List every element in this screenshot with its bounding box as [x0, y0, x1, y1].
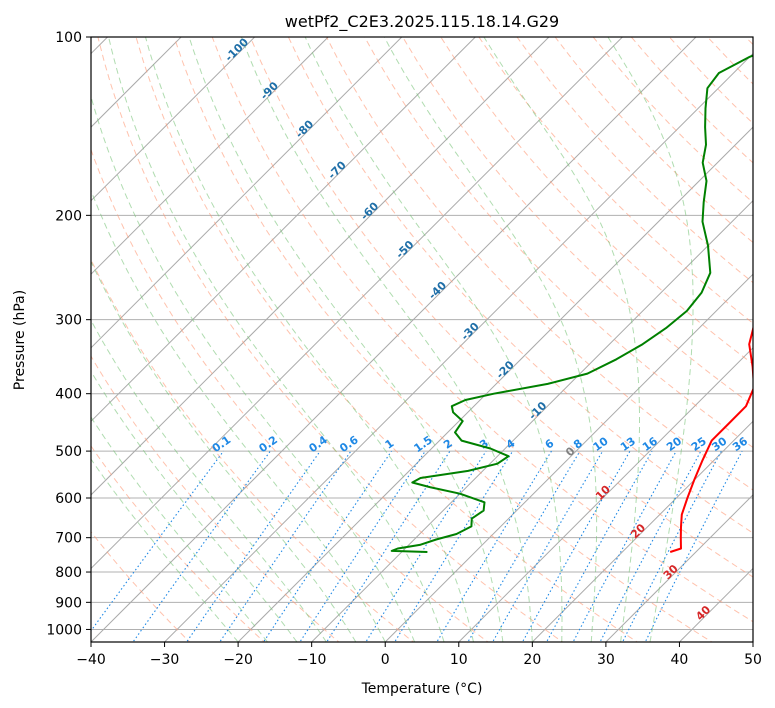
moist-adiabat: [145, 37, 474, 642]
mixing-ratio-line: [299, 450, 426, 642]
y-tick-label: 300: [55, 313, 82, 329]
moist-adiabat: [91, 416, 268, 642]
isotherm-line: [164, 52, 753, 642]
x-tick-label: 20: [523, 652, 541, 668]
isotherm-line: [237, 126, 753, 642]
x-tick-label: −20: [223, 652, 253, 668]
isotherm-line: [311, 199, 753, 642]
y-tick-label: 200: [55, 208, 82, 224]
y-tick-label: 800: [55, 565, 82, 581]
y-axis-label: Pressure (hPa): [12, 290, 28, 390]
y-tick-label: 1000: [46, 622, 82, 638]
y-tick-label: 400: [55, 387, 82, 403]
isotherm-line: [91, 37, 403, 349]
moist-adiabat: [108, 37, 445, 642]
temperature-profile-line: [669, 325, 753, 553]
y-axis: 100 200 300 400 500 600 700 800 900 1000: [46, 30, 91, 638]
x-tick-label: 30: [597, 652, 615, 668]
isotherm-line: [91, 37, 329, 275]
x-axis: −40 −30 −20 −10 0 10 20 30 40 50: [76, 642, 762, 668]
plot-frame: [90, 36, 754, 643]
dry-adiabat: [287, 37, 753, 534]
moist-adiabat: [607, 37, 694, 642]
dry-adiabat: [478, 37, 753, 324]
moist-adiabat: [91, 319, 327, 642]
moist-adiabat: [188, 37, 504, 642]
dry-adiabat: [97, 37, 564, 642]
dry-adiabat: [173, 37, 713, 642]
x-tick-label: 50: [744, 652, 762, 668]
mixing-ratio-line: [621, 450, 722, 642]
moist-adiabat: [304, 37, 563, 642]
mixing-ratio-line: [394, 450, 514, 642]
y-tick-label: 100: [55, 30, 82, 46]
mixing-ratio-line: [467, 450, 581, 642]
mixing-ratio-line: [219, 450, 352, 642]
dry-adiabat: [91, 258, 415, 642]
x-axis-label: Temperature (°C): [361, 681, 483, 697]
y-tick-label: 900: [55, 595, 82, 611]
moist-adiabat: [240, 37, 533, 642]
x-tick-label: −10: [297, 652, 327, 668]
dry-adiabat: [135, 37, 639, 642]
dry-adiabat: [402, 37, 753, 407]
mixing-ratio-line: [262, 450, 392, 642]
isotherm-line: [384, 273, 753, 642]
sounding-profiles: [390, 54, 753, 553]
x-tick-label: −30: [150, 652, 180, 668]
isotherm-line: [531, 420, 753, 642]
x-tick-label: 10: [450, 652, 468, 668]
mixing-ratio-line: [365, 450, 487, 642]
x-tick-label: 40: [671, 652, 689, 668]
isotherm-line: [605, 494, 753, 642]
dry-adiabat: [91, 445, 265, 642]
dry-adiabat: [440, 37, 753, 365]
mixing-ratio-line: [572, 450, 677, 642]
y-tick-label: 500: [55, 444, 82, 460]
isotherm-line: [458, 347, 753, 642]
dry-adiabat: [211, 37, 753, 623]
moist-adiabat: [91, 260, 357, 642]
isotherm-line: [91, 37, 256, 202]
isotherm-line: [91, 37, 550, 496]
moist-adiabat: [91, 370, 298, 642]
mixing-ratio-line: [132, 450, 271, 642]
chart-title: wetPf2_C2E3.2025.115.18.14.G29: [285, 12, 559, 32]
isotherm-line: [91, 37, 623, 570]
dewpoint-profile-line: [390, 54, 753, 553]
moist-adiabat: [91, 458, 239, 642]
dry-adiabat: [326, 37, 753, 491]
moist-adiabat: [91, 189, 386, 642]
moist-adiabat: [383, 37, 598, 642]
x-tick-label: 0: [381, 652, 390, 668]
mixing-ratio-line: [185, 450, 321, 642]
moist-adiabat: [483, 37, 640, 642]
y-tick-label: 600: [55, 491, 82, 507]
dry-adiabat: [91, 355, 340, 642]
mixing-ratio-line: [599, 450, 702, 642]
mixing-ratio-line: [326, 450, 451, 642]
isotherm-line: [91, 37, 697, 642]
x-tick-label: −40: [76, 652, 106, 668]
isotherm-line: [91, 37, 476, 423]
y-tick-label: 700: [55, 531, 82, 547]
mixing-ratio-line: [91, 450, 224, 632]
dry-adiabat: [249, 37, 753, 578]
moist-adiabat: [91, 95, 416, 642]
background-lines: [91, 37, 753, 642]
